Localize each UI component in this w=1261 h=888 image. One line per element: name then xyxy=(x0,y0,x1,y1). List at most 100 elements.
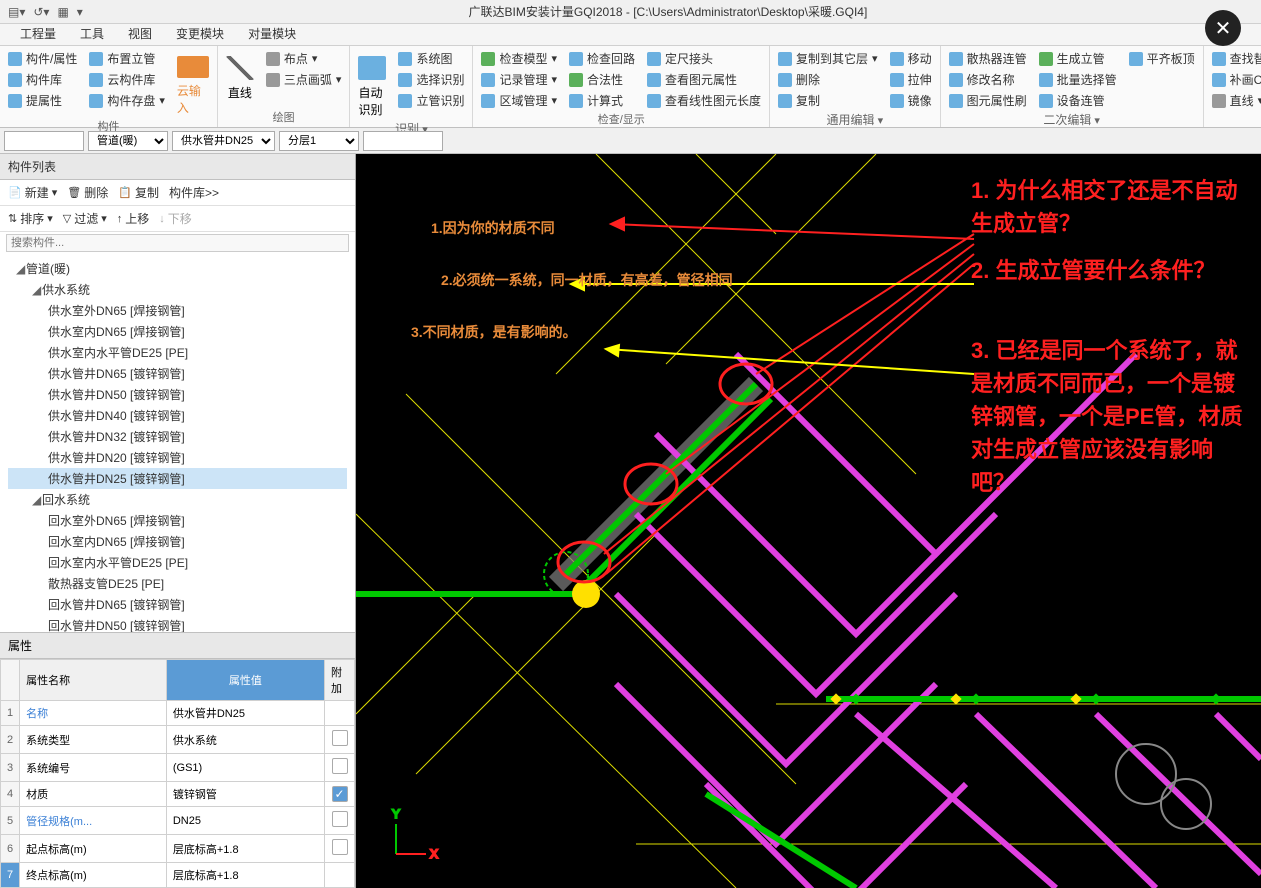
ritem-cloud-input[interactable]: 云输入 xyxy=(177,50,209,116)
prop-row[interactable]: 6起点标高(m)层底标高+1.8 xyxy=(1,835,355,863)
ritem-extract-props[interactable]: 提属性 xyxy=(8,92,77,109)
ribbon: 构件/属性 构件库 提属性 布置立管 云构件库 构件存盘 ▾ 云输入 构件 直线… xyxy=(0,46,1261,128)
ritem-copy[interactable]: 复制 xyxy=(778,92,878,109)
ritem-auto-recognize[interactable]: 自动识别 xyxy=(358,50,386,118)
ritem-prop-brush[interactable]: 图元属性刷 xyxy=(949,92,1027,109)
tree-item[interactable]: 供水管井DN40 [镀锌钢管] xyxy=(8,405,347,426)
ritem-validity[interactable]: 合法性 xyxy=(569,71,635,88)
prop-row[interactable]: 7终点标高(m)层底标高+1.8 xyxy=(1,863,355,888)
tree-root[interactable]: ◢管道(暖) xyxy=(8,258,347,279)
ritem-stretch[interactable]: 拉伸 xyxy=(890,71,932,88)
ritem-align-slab[interactable]: 平齐板顶 xyxy=(1129,50,1195,67)
ritem-system-diagram[interactable]: 系统图 xyxy=(398,50,464,67)
tb-lib[interactable]: 构件库>> xyxy=(169,184,219,201)
svg-text:X: X xyxy=(430,847,438,861)
tab-compare[interactable]: 对量模块 xyxy=(236,22,308,45)
ritem-find-replace[interactable]: 查找替换 xyxy=(1212,50,1261,67)
annotation-answer-3: 3.不同材质，是有影响的。 xyxy=(411,322,577,342)
prop-row[interactable]: 5管径规格(m...DN25 xyxy=(1,807,355,835)
tree-item[interactable]: 供水管井DN50 [镀锌钢管] xyxy=(8,384,347,405)
ritem-check-model[interactable]: 检查模型 ▾ xyxy=(481,50,557,67)
tb-new[interactable]: 📄 新建 ▾ xyxy=(8,184,57,201)
tb-up[interactable]: ↑ 上移 xyxy=(117,210,150,227)
ritem-record-mgmt[interactable]: 记录管理 ▾ xyxy=(481,71,557,88)
props-header: 属性 xyxy=(0,632,355,659)
ritem-area-mgmt[interactable]: 区域管理 ▾ xyxy=(481,92,557,109)
annotation-answer-1: 1.因为你的材质不同 xyxy=(431,218,555,238)
ritem-batch-select[interactable]: 批量选择管 xyxy=(1039,71,1117,88)
tree-item[interactable]: 供水管井DN20 [镀锌钢管] xyxy=(8,447,347,468)
tree-sys2[interactable]: ◢回水系统 xyxy=(8,489,347,510)
selector-type[interactable]: 管道(暖) xyxy=(88,131,168,151)
selector-component[interactable]: 供水管井DN25 xyxy=(172,131,275,151)
tab-change[interactable]: 变更模块 xyxy=(164,22,236,45)
tb-sort[interactable]: ⇅ 排序 ▾ xyxy=(8,210,53,227)
ritem-component-lib[interactable]: 构件库 xyxy=(8,71,77,88)
tree-item[interactable]: 供水室内水平管DE25 [PE] xyxy=(8,342,347,363)
tb-delete[interactable]: 🗑 删除 xyxy=(67,184,108,201)
selector-bar: 管道(暖) 供水管井DN25 分层1 xyxy=(0,128,1261,154)
prop-row[interactable]: 2系统类型供水系统 xyxy=(1,726,355,754)
selector-extra[interactable] xyxy=(363,131,443,151)
ritem-device-pipe[interactable]: 设备连管 xyxy=(1039,92,1117,109)
tab-view[interactable]: 视图 xyxy=(116,22,164,45)
tb-filter[interactable]: ▽ 过滤 ▾ xyxy=(63,210,107,227)
ritem-cloud-lib[interactable]: 云构件库 xyxy=(89,71,165,88)
tree-item[interactable]: 供水室外DN65 [焊接钢管] xyxy=(8,300,347,321)
ritem-view-props[interactable]: 查看图元属性 xyxy=(647,71,761,88)
ritem-delete[interactable]: 删除 xyxy=(778,71,878,88)
tb-down[interactable]: ↓ 下移 xyxy=(159,210,192,227)
ritem-save-component[interactable]: 构件存盘 ▾ xyxy=(89,92,165,109)
tree-item[interactable]: 回水管井DN50 [镀锌钢管] xyxy=(8,615,347,632)
tree-item[interactable]: 散热器支管DE25 [PE] xyxy=(8,573,347,594)
ritem-point[interactable]: 布点 ▾ xyxy=(266,50,342,67)
ritem-formula[interactable]: 计算式 xyxy=(569,92,635,109)
component-list-header: 构件列表 xyxy=(0,154,355,180)
props-table: 属性名称属性值附加 1名称供水管井DN252系统类型供水系统3系统编号(GS1)… xyxy=(0,659,355,888)
search-input[interactable] xyxy=(6,234,349,252)
component-tree[interactable]: ◢管道(暖) ◢供水系统 供水室外DN65 [焊接钢管]供水室内DN65 [焊接… xyxy=(0,254,355,632)
ritem-cad-line[interactable]: 直线 ▾ xyxy=(1212,92,1261,109)
ritem-select-recognize[interactable]: 选择识别 xyxy=(398,71,464,88)
prop-row[interactable]: 3系统编号(GS1) xyxy=(1,754,355,782)
annotation-question-2: 2. 生成立管要什么条件？ xyxy=(971,254,1251,287)
prop-row[interactable]: 4材质镀锌钢管✓ xyxy=(1,782,355,807)
ritem-mirror[interactable]: 镜像 xyxy=(890,92,932,109)
qat-undo-icon[interactable]: ↺▾ xyxy=(33,5,49,19)
ritem-component-props[interactable]: 构件/属性 xyxy=(8,50,77,67)
ritem-draw-cad[interactable]: 补画CAD xyxy=(1212,71,1261,88)
ritem-place-riser[interactable]: 布置立管 xyxy=(89,50,165,67)
ritem-check-loop[interactable]: 检查回路 xyxy=(569,50,635,67)
ritem-copy-floor[interactable]: 复制到其它层 ▾ xyxy=(778,50,878,67)
drawing-canvas[interactable]: Y X 1.因为你的材质不同 2.必须统一系统，同一材质，有高差，管径相同 3.… xyxy=(356,154,1261,888)
ritem-radiator-pipe[interactable]: 散热器连管 xyxy=(949,50,1027,67)
ritem-arc[interactable]: 三点画弧 ▾ xyxy=(266,71,342,88)
tree-item[interactable]: 回水管井DN65 [镀锌钢管] xyxy=(8,594,347,615)
ritem-gen-riser[interactable]: 生成立管 xyxy=(1039,50,1117,67)
svg-text:Y: Y xyxy=(392,807,400,821)
ribbon-group-2nd-edit: 散热器连管 修改名称 图元属性刷 生成立管 批量选择管 设备连管 平齐板顶 二次… xyxy=(941,46,1204,127)
tree-item[interactable]: 回水室内水平管DE25 [PE] xyxy=(8,552,347,573)
tree-item[interactable]: 回水室内DN65 [焊接钢管] xyxy=(8,531,347,552)
ritem-move[interactable]: 移动 xyxy=(890,50,932,67)
selector-layer[interactable]: 分层1 xyxy=(279,131,359,151)
ritem-rename[interactable]: 修改名称 xyxy=(949,71,1027,88)
ritem-view-length[interactable]: 查看线性图元长度 xyxy=(647,92,761,109)
tree-item[interactable]: 供水室内DN65 [焊接钢管] xyxy=(8,321,347,342)
tree-item[interactable]: 供水管井DN25 [镀锌钢管] xyxy=(8,468,347,489)
qat-save-icon[interactable]: ▦ xyxy=(57,5,68,19)
tree-item[interactable]: 回水室外DN65 [焊接钢管] xyxy=(8,510,347,531)
close-button[interactable]: ✕ xyxy=(1205,10,1241,46)
ritem-riser-recognize[interactable]: 立管识别 xyxy=(398,92,464,109)
ritem-line[interactable]: 直线 xyxy=(226,50,254,107)
tree-item[interactable]: 供水管井DN32 [镀锌钢管] xyxy=(8,426,347,447)
tb-copy[interactable]: 📋 复制 xyxy=(118,184,159,201)
tree-sys1[interactable]: ◢供水系统 xyxy=(8,279,347,300)
prop-row[interactable]: 1名称供水管井DN25 xyxy=(1,701,355,726)
tree-item[interactable]: 供水管井DN65 [镀锌钢管] xyxy=(8,363,347,384)
selector-small[interactable] xyxy=(4,131,84,151)
qat-menu-icon[interactable]: ▤▾ xyxy=(8,5,25,19)
tab-quantity[interactable]: 工程量 xyxy=(8,22,68,45)
ritem-fixed-joint[interactable]: 定尺接头 xyxy=(647,50,761,67)
tab-tools[interactable]: 工具 xyxy=(68,22,116,45)
